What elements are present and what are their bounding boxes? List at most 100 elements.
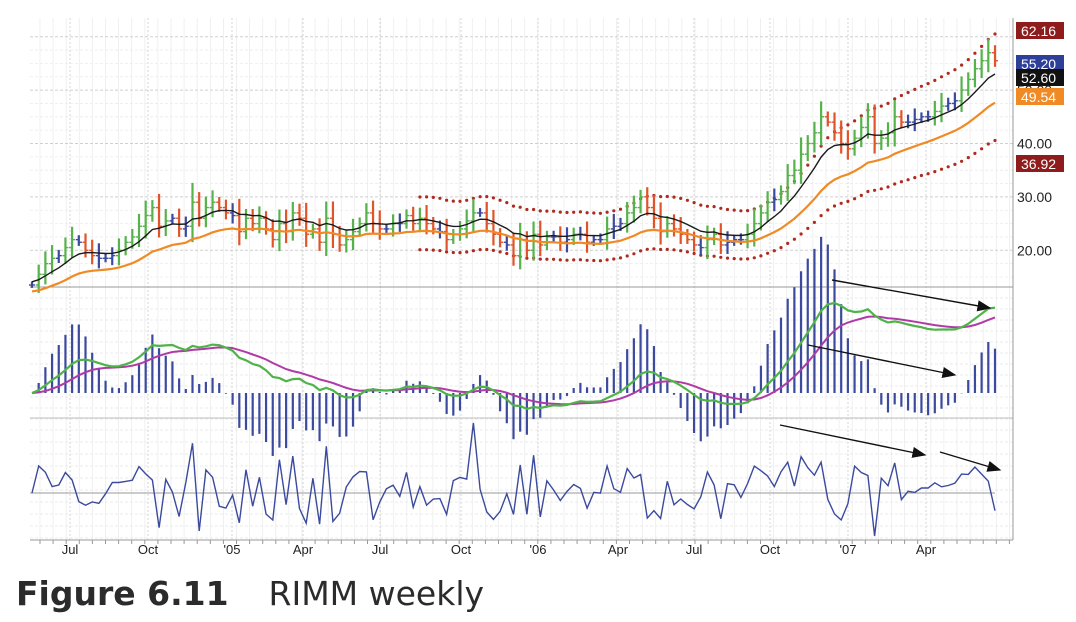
divergence-arrows: [779, 279, 1002, 472]
price-tag: 55.20: [1021, 56, 1056, 72]
envelope-lower-dot: [618, 256, 623, 260]
figure-caption: Figure 6.11 RIMM weekly: [16, 574, 484, 613]
envelope-upper-dot: [451, 199, 455, 203]
envelope-lower-dot: [853, 197, 857, 201]
envelope-upper-dot: [431, 195, 435, 199]
envelope-upper-dot: [478, 195, 482, 199]
envelope-lower-dot: [766, 251, 770, 255]
envelope-lower-dot: [505, 251, 509, 256]
envelope-upper-dot: [966, 58, 970, 62]
envelope-upper-dot: [980, 44, 984, 49]
envelope-upper-dot: [465, 198, 469, 202]
envelope-upper-dot: [732, 208, 736, 212]
envelope-upper-dot: [705, 204, 710, 208]
envelope-upper-dot: [926, 82, 930, 86]
envelope-upper-dot: [458, 199, 462, 203]
envelope-lower-dot: [953, 162, 957, 166]
envelope-upper-dot: [578, 210, 583, 214]
envelope-lower-dot: [685, 250, 690, 254]
x-tick-label: Apr: [293, 542, 314, 557]
envelope-lower-dot: [993, 138, 997, 143]
envelope-lower-dot: [545, 257, 549, 261]
envelope-upper-dot: [605, 210, 609, 214]
envelope-lower-dot: [592, 258, 596, 263]
envelope-lower-dot: [565, 258, 569, 262]
x-tick-label: Oct: [138, 542, 159, 557]
envelope-lower-dot: [799, 232, 803, 236]
envelope-lower-dot: [826, 208, 830, 212]
price-tag: 36.92: [1021, 156, 1056, 172]
envelope-lower-dot: [632, 252, 636, 256]
envelope-upper-dot: [933, 78, 937, 82]
envelope-lower-dot: [846, 199, 850, 203]
envelope-lower-dot: [899, 180, 904, 184]
envelope-upper-dot: [953, 68, 957, 72]
envelope-lower-dot: [725, 256, 730, 260]
envelope-lower-dot: [552, 257, 556, 261]
envelope-upper-dot: [699, 203, 703, 207]
x-tick-label: Jul: [62, 542, 79, 557]
envelope-lower-dot: [445, 250, 449, 254]
y-tick-label: 40.00: [1017, 135, 1052, 151]
envelope-lower-dot: [485, 247, 489, 252]
envelope-upper-dot: [960, 63, 964, 67]
divergence-arrow: [807, 344, 957, 378]
force-index-panel: [30, 422, 996, 537]
envelope-upper-dot: [505, 201, 509, 205]
x-tick-label: '07: [840, 542, 857, 557]
envelope-lower-dot: [471, 249, 475, 253]
envelope-lower-dot: [980, 147, 984, 151]
envelope-lower-dot: [859, 193, 863, 197]
envelope-lower-dot: [478, 248, 482, 252]
envelope-upper-dot: [812, 154, 817, 158]
x-tick-label: Jul: [686, 542, 703, 557]
x-tick-label: Oct: [760, 542, 781, 557]
envelope-upper-dot: [826, 136, 830, 140]
envelope-lower-dot: [913, 176, 917, 180]
envelope-lower-dot: [585, 258, 589, 262]
envelope-upper-dot: [993, 32, 997, 36]
envelope-lower-dot: [639, 249, 643, 253]
envelope-upper-dot: [618, 207, 623, 211]
force-index-line: [31, 422, 996, 537]
envelope-lower-dot: [425, 248, 429, 252]
envelope-upper-dot: [498, 198, 502, 202]
envelope-upper-dot: [899, 93, 904, 98]
envelope-upper-dot: [846, 123, 850, 127]
envelope-upper-dot: [719, 206, 723, 210]
envelope-lower-dot: [759, 254, 763, 258]
envelope-lower-dot: [598, 259, 603, 263]
envelope-lower-dot: [739, 257, 743, 261]
x-tick-label: Oct: [451, 542, 472, 557]
envelope-upper-dot: [712, 205, 716, 209]
envelope-upper-dot: [679, 196, 683, 200]
envelope-upper-dot: [946, 71, 950, 75]
envelope-lower-dot: [812, 220, 817, 224]
envelope-lower-dot: [645, 247, 649, 251]
macd-panel: [31, 236, 997, 456]
envelope-lower-dot: [772, 249, 776, 253]
envelope-upper-dot: [491, 196, 495, 200]
envelope-upper-dot: [659, 195, 663, 199]
envelope-lower-dot: [786, 241, 790, 245]
envelope-lower-dot: [659, 247, 663, 252]
envelope-lower-dot: [746, 257, 750, 261]
x-tick-label: Apr: [916, 542, 937, 557]
divergence-arrow: [779, 424, 927, 458]
divergence-arrow: [939, 451, 1002, 472]
envelope-upper-dot: [598, 211, 603, 215]
x-tick-label: Apr: [608, 542, 629, 557]
envelope-lower-dot: [458, 251, 462, 255]
envelope-lower-dot: [866, 189, 870, 194]
envelope-lower-dot: [832, 204, 837, 208]
envelope-lower-dot: [879, 187, 883, 191]
envelope-lower-dot: [498, 250, 502, 254]
envelope-upper-dot: [725, 207, 730, 212]
x-tick-label: '06: [530, 542, 547, 557]
envelope-lower-dot: [752, 256, 756, 260]
envelope-lower-dot: [886, 185, 890, 189]
envelope-lower-dot: [712, 254, 716, 258]
envelope-upper-dot: [558, 210, 562, 214]
envelope-lower-dot: [431, 248, 435, 252]
